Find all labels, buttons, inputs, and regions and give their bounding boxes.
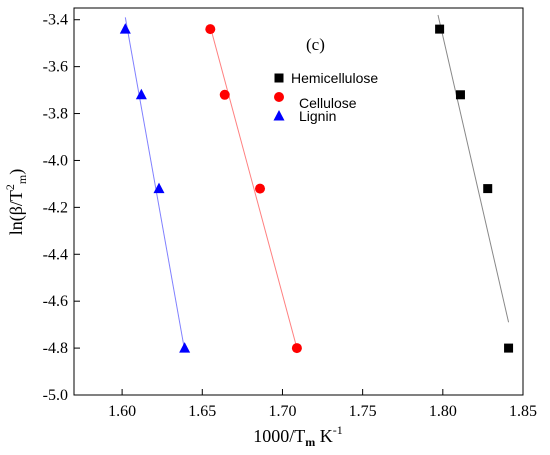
y-axis-title-close: ) — [6, 169, 27, 175]
x-tick-label: 1.65 — [188, 403, 216, 420]
legend-label-hemicellulose: Hemicellulose — [291, 70, 378, 86]
cellulose-point — [255, 183, 266, 194]
legend-label-cellulose: Cellulose — [299, 95, 357, 111]
cellulose-point — [291, 343, 302, 354]
legend-label-lignin: Lignin — [299, 108, 336, 124]
y-axis: -3.4 -3.6 -3.8 -4.0 -4.2 -4.4 -4.6 -4.8 -5.0 — [43, 12, 80, 404]
y-axis-title: ln(β/T2m) — [3, 169, 29, 236]
y-tick-label: -4.0 — [43, 152, 68, 169]
x-axis-title-main: 1000/T — [253, 426, 305, 446]
hemicellulose-fit-line — [437, 14, 510, 323]
hemicellulose-point — [455, 90, 465, 100]
y-axis-title-sub: m — [15, 174, 29, 184]
x-axis-title-sup: -1 — [333, 423, 343, 437]
y-tick-label: -4.4 — [43, 246, 68, 263]
y-tick-label: -4.2 — [43, 199, 68, 216]
lignin-point — [153, 182, 165, 194]
y-tick-label: -5.0 — [43, 387, 68, 404]
x-tick-label: 1.75 — [349, 403, 377, 420]
lignin-fit-line — [124, 17, 186, 351]
x-tick-label: 1.80 — [429, 403, 457, 420]
lignin-point — [135, 88, 147, 100]
cellulose-point — [205, 24, 216, 35]
y-tick-label: -4.8 — [43, 340, 68, 357]
panel-label: (c) — [306, 35, 325, 54]
hemicellulose-point — [504, 343, 514, 353]
y-tick-label: -3.4 — [43, 12, 68, 29]
x-tick-label: 1.60 — [108, 403, 136, 420]
y-axis-title-main: ln(β/T — [6, 190, 27, 235]
hemicellulose-legend-marker — [274, 73, 284, 83]
hemicellulose-point — [435, 24, 445, 34]
x-axis-title: 1000/Tm K-1 — [253, 423, 343, 449]
x-axis-title-unit: K — [315, 426, 333, 446]
x-axis-title-sub: m — [305, 435, 315, 449]
lignin-point — [179, 342, 191, 353]
data-points — [119, 23, 514, 354]
hemicellulose-point — [483, 184, 493, 194]
y-tick-label: -3.6 — [43, 59, 68, 76]
x-axis: 1.60 1.65 1.70 1.75 1.80 1.85 — [108, 389, 537, 420]
plot-frame — [73, 7, 524, 396]
fit-lines — [124, 14, 510, 351]
x-tick-label: 1.70 — [268, 403, 296, 420]
cellulose-legend-marker — [274, 92, 284, 102]
lignin-point — [119, 23, 131, 34]
y-axis-title-sup: 2 — [3, 184, 17, 190]
y-tick-label: -4.6 — [43, 293, 68, 310]
cellulose-point — [219, 89, 230, 100]
y-tick-label: -3.8 — [43, 106, 68, 123]
x-tick-label: 1.85 — [509, 403, 537, 420]
cellulose-fit-line — [209, 26, 298, 349]
lignin-legend-marker — [273, 110, 285, 121]
